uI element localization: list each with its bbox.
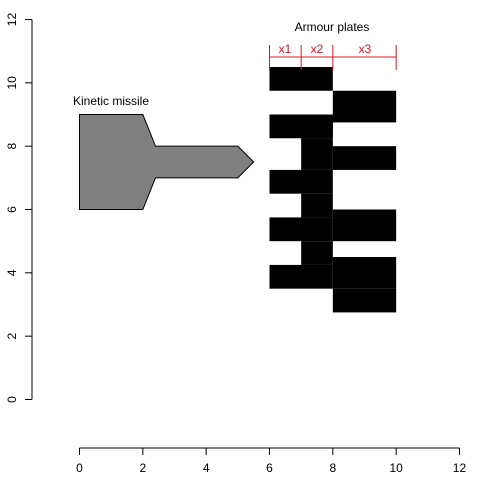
armour-plate (269, 67, 333, 91)
x-tick-label: 2 (139, 461, 146, 475)
armour-plate (332, 288, 397, 313)
armour-plate (301, 193, 333, 218)
armour-plate (301, 138, 333, 170)
dimension-label-x3: x3 (359, 42, 372, 56)
armour-plates (269, 67, 397, 313)
y-tick-label: 0 (5, 396, 19, 403)
x-tick-label: 10 (389, 461, 403, 475)
armour-plate (269, 264, 333, 289)
armour-plate (269, 217, 333, 242)
y-tick-label: 8 (5, 143, 19, 150)
x-tick-label: 12 (453, 461, 467, 475)
missile-label: Kinetic missile (73, 94, 149, 108)
plates-label: Armour plates (295, 20, 370, 34)
armour-plate (301, 241, 333, 265)
dimension-label-x2: x2 (311, 42, 324, 56)
dimension-label-x1: x1 (279, 42, 292, 56)
armour-plate (332, 90, 397, 123)
x-tick-label: 6 (266, 461, 273, 475)
y-tick-label: 2 (5, 333, 19, 340)
dimension-markers: x1 x2 x3 (268, 42, 397, 70)
missile-shape (79, 114, 255, 211)
y-tick-label: 6 (5, 206, 19, 213)
armour-plate (332, 146, 397, 170)
y-tick-label: 4 (5, 269, 19, 276)
y-tick-label: 10 (5, 76, 19, 90)
x-axis-ticks: 0 2 4 6 8 10 12 (76, 448, 466, 475)
x-tick-label: 8 (329, 461, 336, 475)
x-tick-label: 4 (203, 461, 210, 475)
x-tick-label: 0 (76, 461, 83, 475)
y-axis-ticks: 0 2 4 6 8 10 12 (5, 13, 32, 403)
armour-plate (269, 169, 333, 194)
armour-plate (332, 209, 397, 242)
axes: 0 2 4 6 8 10 12 0 2 4 6 8 10 12 (5, 13, 466, 475)
armour-plate (301, 114, 333, 139)
armour-plate (332, 257, 397, 289)
y-tick-label: 12 (5, 13, 19, 27)
